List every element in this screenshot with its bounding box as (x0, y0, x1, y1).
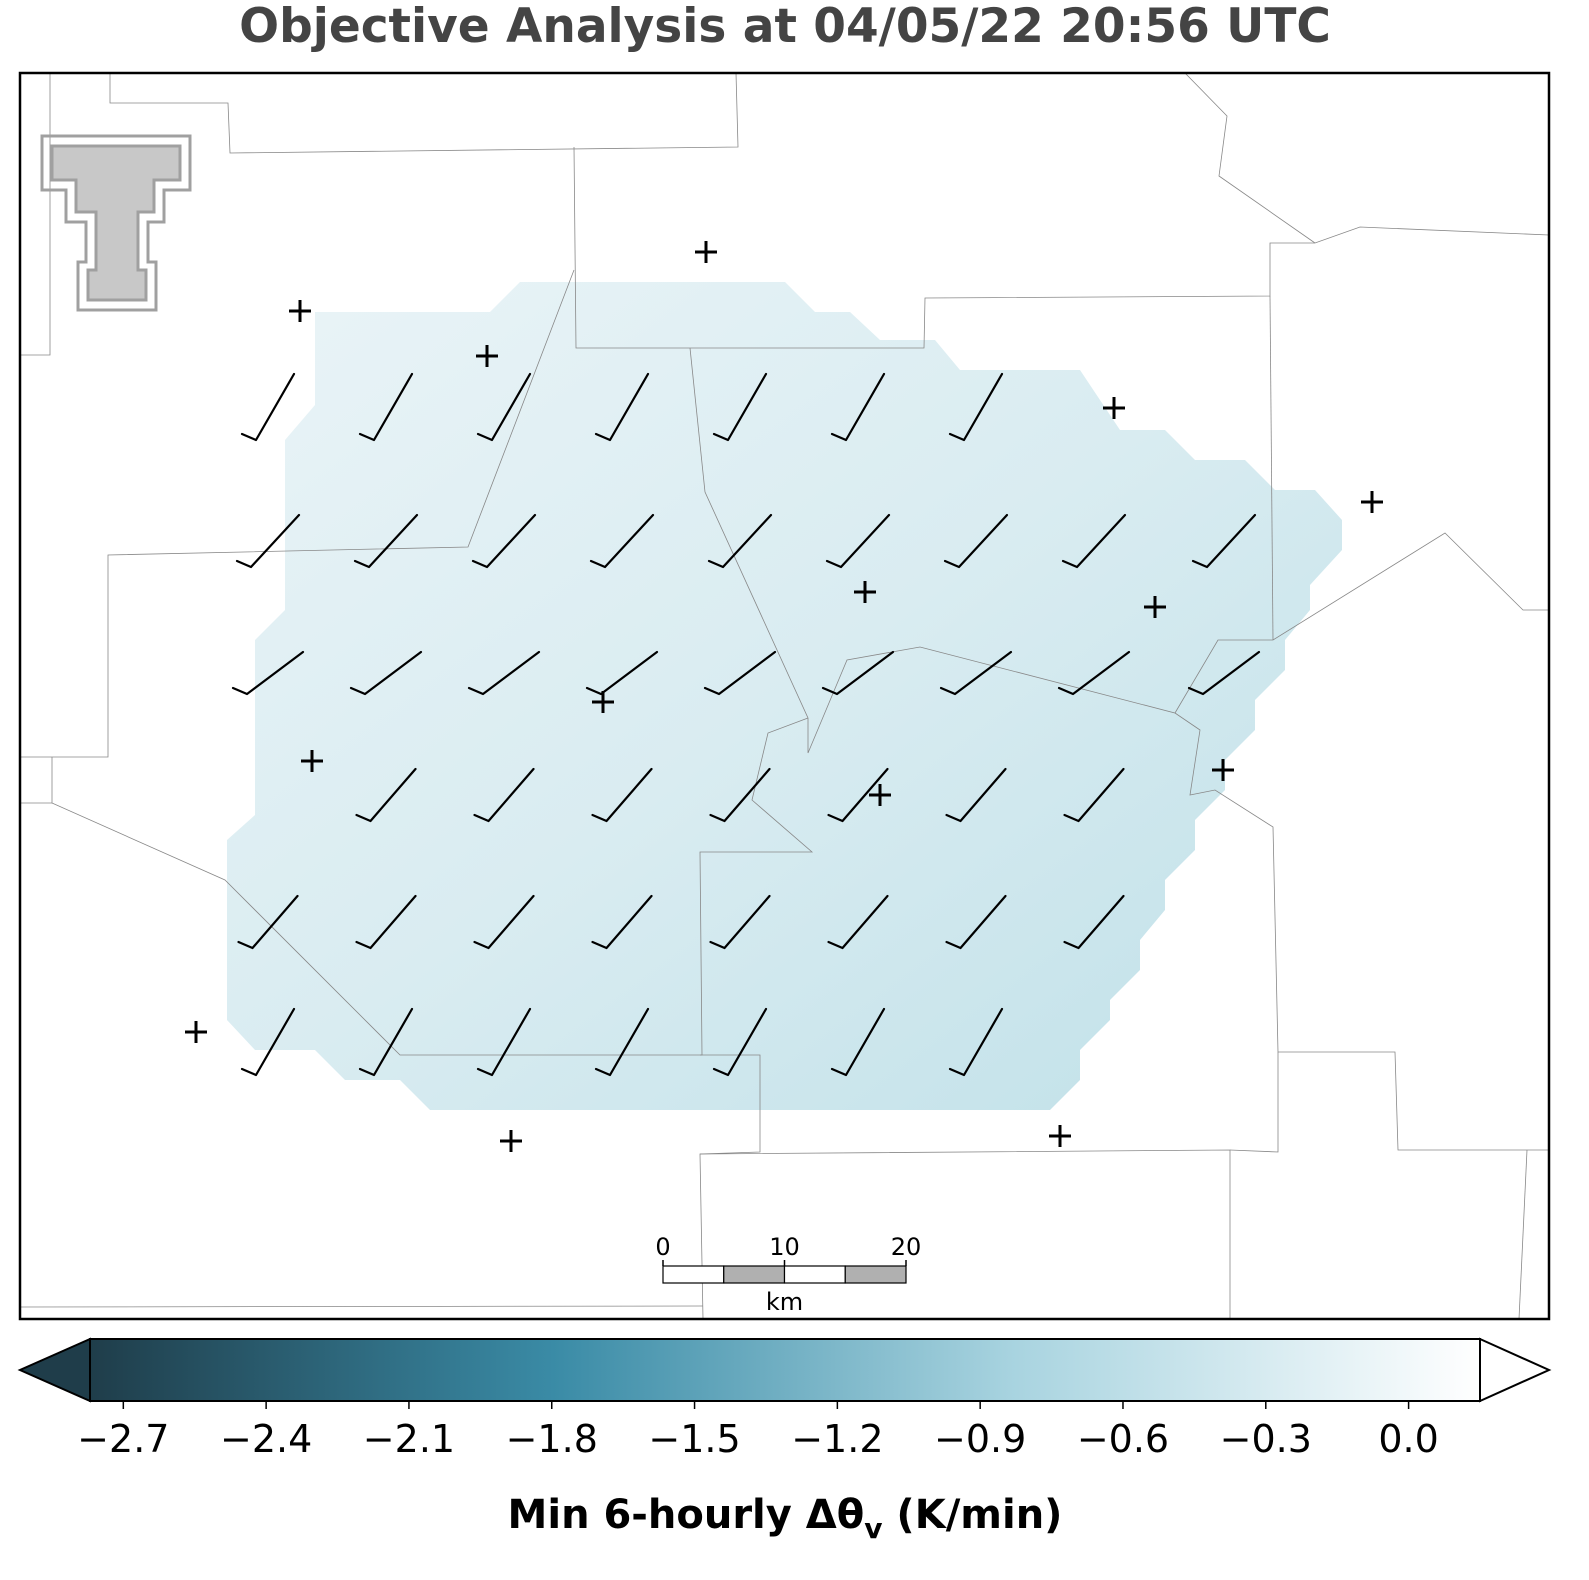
wind-barb (945, 894, 1007, 950)
scale-tick-label: 20 (891, 1233, 922, 1261)
wind-barb (707, 513, 773, 569)
map-frame (18, 71, 1551, 1321)
title: Objective Analysis at 04/05/22 20:56 UTC (239, 0, 1331, 54)
station-marker (476, 345, 498, 367)
wind-barb (473, 767, 535, 823)
wind-barb (712, 1007, 768, 1077)
station-marker (869, 784, 891, 806)
analysis-field (227, 282, 1342, 1110)
wind-barb (821, 650, 895, 696)
wind-barb (830, 372, 886, 442)
wind-barbs (231, 372, 1261, 1077)
wind-barb (355, 894, 417, 950)
colorbar-tick-label: −2.1 (363, 1417, 455, 1461)
wind-barb (471, 513, 537, 569)
wind-barb (1061, 513, 1127, 569)
station-marker (1361, 491, 1383, 513)
scale-bar: 0 10 20 km (655, 1233, 921, 1316)
wind-barb (712, 372, 768, 442)
colorbar-extend-low (17, 1337, 91, 1403)
station-marker (301, 750, 323, 772)
station-marker (592, 691, 614, 713)
colorbar-tick-label: −1.2 (791, 1417, 883, 1461)
wind-barb (237, 894, 299, 950)
stations (185, 241, 1383, 1152)
wind-barb (358, 372, 414, 442)
wind-barb (591, 894, 653, 950)
wind-barb (825, 513, 891, 569)
wind-barb (235, 513, 301, 569)
map (20, 73, 1549, 1319)
wind-barb (1057, 650, 1131, 696)
colorbar-body (89, 1338, 1481, 1402)
station-marker (695, 241, 717, 263)
wind-barb (827, 767, 889, 823)
wind-barb (1191, 513, 1257, 569)
wind-barb (240, 372, 296, 442)
wind-barb (827, 894, 889, 950)
wind-barb (358, 1007, 414, 1077)
station-marker (854, 581, 876, 603)
station-marker (289, 300, 311, 322)
colorbar: −2.7 −2.4 −2.1 −1.8 −1.5 −1.2 −0.9 −0.6 −0.3 0.0 (17, 1337, 1552, 1461)
colorbar-tick-label: −1.8 (506, 1417, 598, 1461)
scale-segment (662, 1265, 725, 1284)
wind-barb (585, 650, 659, 696)
label-end: (K/min) (882, 1492, 1062, 1538)
wind-barb (467, 650, 541, 696)
wind-barb (830, 1007, 886, 1077)
wind-barb (703, 650, 777, 696)
wind-barb (1187, 650, 1261, 696)
colorbar-extend-high (1479, 1337, 1552, 1403)
station-marker (185, 1021, 207, 1043)
wind-barb (240, 1007, 296, 1077)
wind-barb (594, 1007, 650, 1077)
station-marker (500, 1130, 522, 1152)
wind-barb (945, 767, 1007, 823)
label-main: Min 6-hourly Δθ (508, 1492, 865, 1538)
wind-barb (349, 650, 423, 696)
scale-segment (723, 1265, 786, 1284)
colorbar-tick-label: −2.7 (77, 1417, 169, 1461)
wind-barb (943, 513, 1009, 569)
wind-barb (473, 894, 535, 950)
scale-tick-label: 0 (655, 1233, 670, 1261)
wind-barb (594, 372, 650, 442)
colorbar-tick-label: −0.9 (934, 1417, 1026, 1461)
station-marker (1103, 397, 1125, 419)
wind-barb (476, 372, 532, 442)
wind-barb (1063, 894, 1125, 950)
wind-barb (948, 1007, 1004, 1077)
colorbar-label: Min 6-hourly Δθv (K/min) (508, 1492, 1063, 1545)
boundaries (20, 73, 1549, 1319)
wind-barb (948, 372, 1004, 442)
label-sub: v (864, 1512, 882, 1545)
wind-barb (709, 894, 771, 950)
wind-barb (353, 513, 419, 569)
colorbar-tick-label: −0.3 (1220, 1417, 1312, 1461)
colorbar-tick-label: −1.5 (648, 1417, 740, 1461)
colorbar-tick-label: 0.0 (1378, 1417, 1438, 1461)
logo (40, 134, 192, 312)
station-marker (1049, 1125, 1071, 1147)
wind-barb (709, 767, 771, 823)
wind-barb (591, 767, 653, 823)
wind-barb (589, 513, 655, 569)
wind-barb (355, 767, 417, 823)
scale-tick-label: 10 (769, 1233, 800, 1261)
scale-segment (783, 1265, 846, 1284)
colorbar-tick-label: −2.4 (220, 1417, 312, 1461)
scale-unit: km (766, 1288, 803, 1316)
wind-barb (231, 650, 305, 696)
wind-barb (476, 1007, 532, 1077)
station-marker (1212, 759, 1234, 781)
station-marker (1144, 596, 1166, 618)
wind-barb (1063, 767, 1125, 823)
colorbar-tick-label: −0.6 (1077, 1417, 1169, 1461)
scale-segment (844, 1265, 907, 1284)
wind-barb (939, 650, 1013, 696)
